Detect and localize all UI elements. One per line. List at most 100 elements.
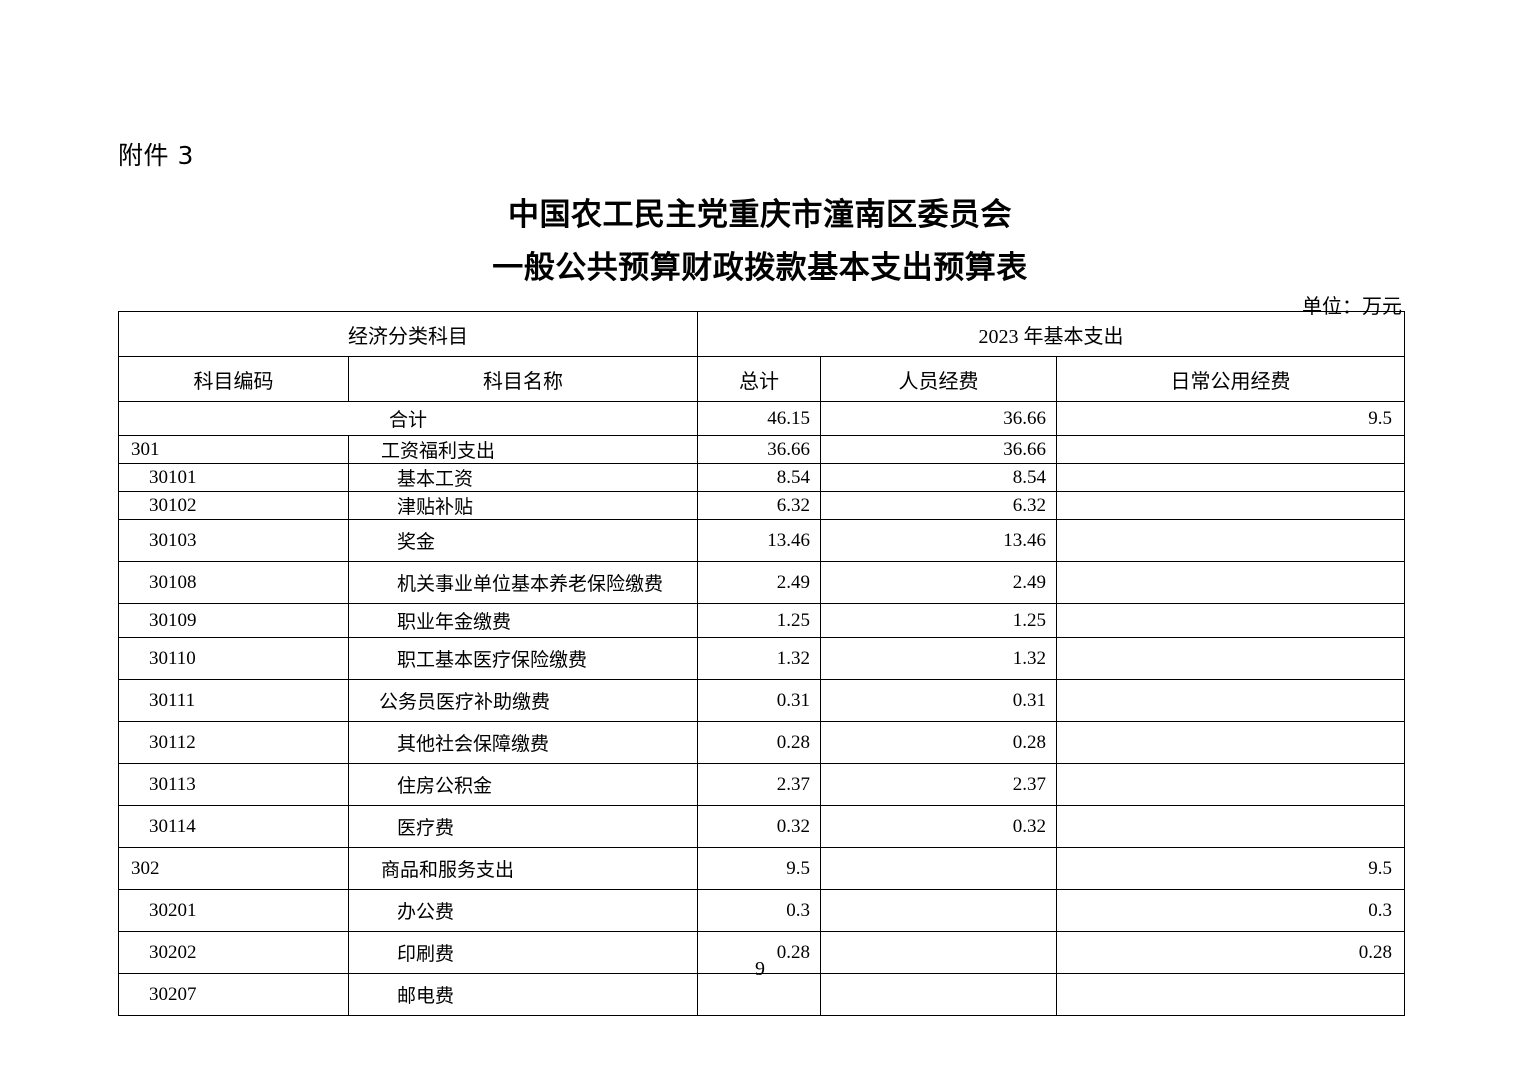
cell-subject-name: 津贴补贴 (348, 491, 698, 520)
cell-total: 2.49 (697, 561, 821, 604)
cell-total: 1.25 (697, 603, 821, 638)
cell-personnel-expense: 2.37 (820, 763, 1057, 806)
cell-subject-code: 30109 (118, 603, 349, 638)
cell-subject-code: 30113 (118, 763, 349, 806)
cell-daily-public-expense (1055, 561, 1406, 604)
cell-subject-name: 工资福利支出 (348, 435, 698, 464)
cell-personnel-expense (820, 889, 1057, 932)
cell-daily-public-expense (1055, 973, 1406, 1016)
cell-subject-code: 30101 (118, 463, 349, 492)
table-row: 30113 住房公积金 2.37 2.37 (118, 763, 1406, 806)
header-col-name: 科目名称 (348, 356, 698, 402)
budget-table: 经济分类科目 2023 年基本支出 科目编码 科目名称 总计 人员经费 日常公用… (118, 311, 1406, 1016)
cell-subject-name: 商品和服务支出 (348, 847, 698, 890)
cell-subject-code: 30103 (118, 519, 349, 562)
cell-subject-name: 办公费 (348, 889, 698, 932)
cell-subject-code: 30114 (118, 805, 349, 848)
cell-daily-public-expense (1055, 637, 1406, 680)
cell-personnel-expense: 6.32 (820, 491, 1057, 520)
table-row: 30114 医疗费 0.32 0.32 (118, 805, 1406, 848)
cell-daily-public-expense (1055, 763, 1406, 806)
table-body: 合计 46.15 36.66 9.5 301 工资福利支出 36.66 36.66 30101 基… (118, 401, 1406, 1016)
cell-subject-name: 印刷费 (348, 931, 698, 974)
cell-subject-name: 医疗费 (348, 805, 698, 848)
cell-daily-public-expense (1055, 491, 1406, 520)
cell-subject-code: 30202 (118, 931, 349, 974)
cell-daily-public-expense (1055, 435, 1406, 464)
header-group-basic-expenditure-2023: 2023 年基本支出 (696, 311, 1406, 357)
cell-total: 8.54 (697, 463, 821, 492)
cell-total: 0.31 (697, 679, 821, 722)
cell-total: 36.66 (697, 435, 821, 464)
cell-daily-public-expense (1055, 463, 1406, 492)
table-row: 30110 职工基本医疗保险缴费 1.32 1.32 (118, 637, 1406, 680)
cell-total: 2.37 (697, 763, 821, 806)
cell-personnel-expense: 13.46 (820, 519, 1057, 562)
cell-daily-public-expense (1055, 805, 1406, 848)
cell-personnel-expense: 8.54 (820, 463, 1057, 492)
cell-personnel-expense: 1.32 (820, 637, 1057, 680)
table-row: 301 工资福利支出 36.66 36.66 (118, 435, 1406, 464)
cell-total: 0.28 (697, 721, 821, 764)
cell-total: 0.28 (697, 931, 821, 974)
table-row: 合计 46.15 36.66 9.5 (118, 401, 1406, 436)
header-col-daily: 日常公用经费 (1055, 356, 1406, 402)
cell-subject-name: 基本工资 (348, 463, 698, 492)
header-col-total: 总计 (697, 356, 821, 402)
header-col-personnel: 人员经费 (820, 356, 1057, 402)
header-col-code: 科目编码 (118, 356, 349, 402)
cell-daily-public-expense: 0.28 (1055, 931, 1406, 974)
table-row: 30202 印刷费 0.28 0.28 (118, 931, 1406, 974)
table-row: 30109 职业年金缴费 1.25 1.25 (118, 603, 1406, 638)
cell-subject-name: 职业年金缴费 (348, 603, 698, 638)
document-title-line1: 中国农工民主党重庆市潼南区委员会 (508, 197, 1012, 233)
table-row: 30101 基本工资 8.54 8.54 (118, 463, 1406, 492)
cell-daily-public-expense (1055, 721, 1406, 764)
cell-subject-name: 其他社会保障缴费 (348, 721, 698, 764)
cell-subject-name: 合计 (118, 401, 698, 436)
header-group-economic-classification: 经济分类科目 (118, 311, 698, 357)
table-row: 30108 机关事业单位基本养老保险缴费 2.49 2.49 (118, 561, 1406, 604)
cell-personnel-expense (820, 847, 1057, 890)
cell-total: 0.32 (697, 805, 821, 848)
table-row: 30103 奖金 13.46 13.46 (118, 519, 1406, 562)
cell-daily-public-expense: 9.5 (1055, 847, 1406, 890)
attachment-label: 附件 3 (118, 141, 194, 170)
cell-subject-code: 30102 (118, 491, 349, 520)
cell-daily-public-expense (1055, 603, 1406, 638)
cell-total (697, 973, 821, 1016)
cell-personnel-expense: 0.31 (820, 679, 1057, 722)
table-row: 30112 其他社会保障缴费 0.28 0.28 (118, 721, 1406, 764)
header-row-columns: 科目编码 科目名称 总计 人员经费 日常公用经费 (118, 356, 1406, 402)
header-row-groups: 经济分类科目 2023 年基本支出 (118, 311, 1406, 357)
table-header: 经济分类科目 2023 年基本支出 科目编码 科目名称 总计 人员经费 日常公用… (118, 311, 1406, 402)
table-row: 30207 邮电费 (118, 973, 1406, 1016)
table-row: 30201 办公费 0.3 0.3 (118, 889, 1406, 932)
cell-total: 9.5 (697, 847, 821, 890)
cell-personnel-expense: 2.49 (820, 561, 1057, 604)
cell-subject-name: 公务员医疗补助缴费 (348, 679, 698, 722)
cell-subject-name: 职工基本医疗保险缴费 (348, 637, 698, 680)
cell-subject-code: 301 (118, 435, 349, 464)
cell-daily-public-expense: 0.3 (1055, 889, 1406, 932)
cell-daily-public-expense (1055, 519, 1406, 562)
cell-daily-public-expense (1055, 679, 1406, 722)
cell-subject-code: 30112 (118, 721, 349, 764)
cell-subject-name: 邮电费 (348, 973, 698, 1016)
cell-subject-name: 机关事业单位基本养老保险缴费 (348, 561, 698, 604)
cell-subject-code: 302 (118, 847, 349, 890)
cell-subject-code: 30108 (118, 561, 349, 604)
cell-personnel-expense: 0.32 (820, 805, 1057, 848)
cell-subject-code: 30111 (118, 679, 349, 722)
cell-total: 13.46 (697, 519, 821, 562)
page-number: 9 (755, 958, 765, 980)
cell-subject-name: 住房公积金 (348, 763, 698, 806)
cell-personnel-expense: 0.28 (820, 721, 1057, 764)
cell-personnel-expense: 36.66 (820, 435, 1057, 464)
cell-total: 46.15 (697, 401, 821, 436)
cell-personnel-expense: 36.66 (820, 401, 1057, 436)
cell-total: 0.3 (697, 889, 821, 932)
cell-subject-code: 30110 (118, 637, 349, 680)
cell-subject-name: 奖金 (348, 519, 698, 562)
